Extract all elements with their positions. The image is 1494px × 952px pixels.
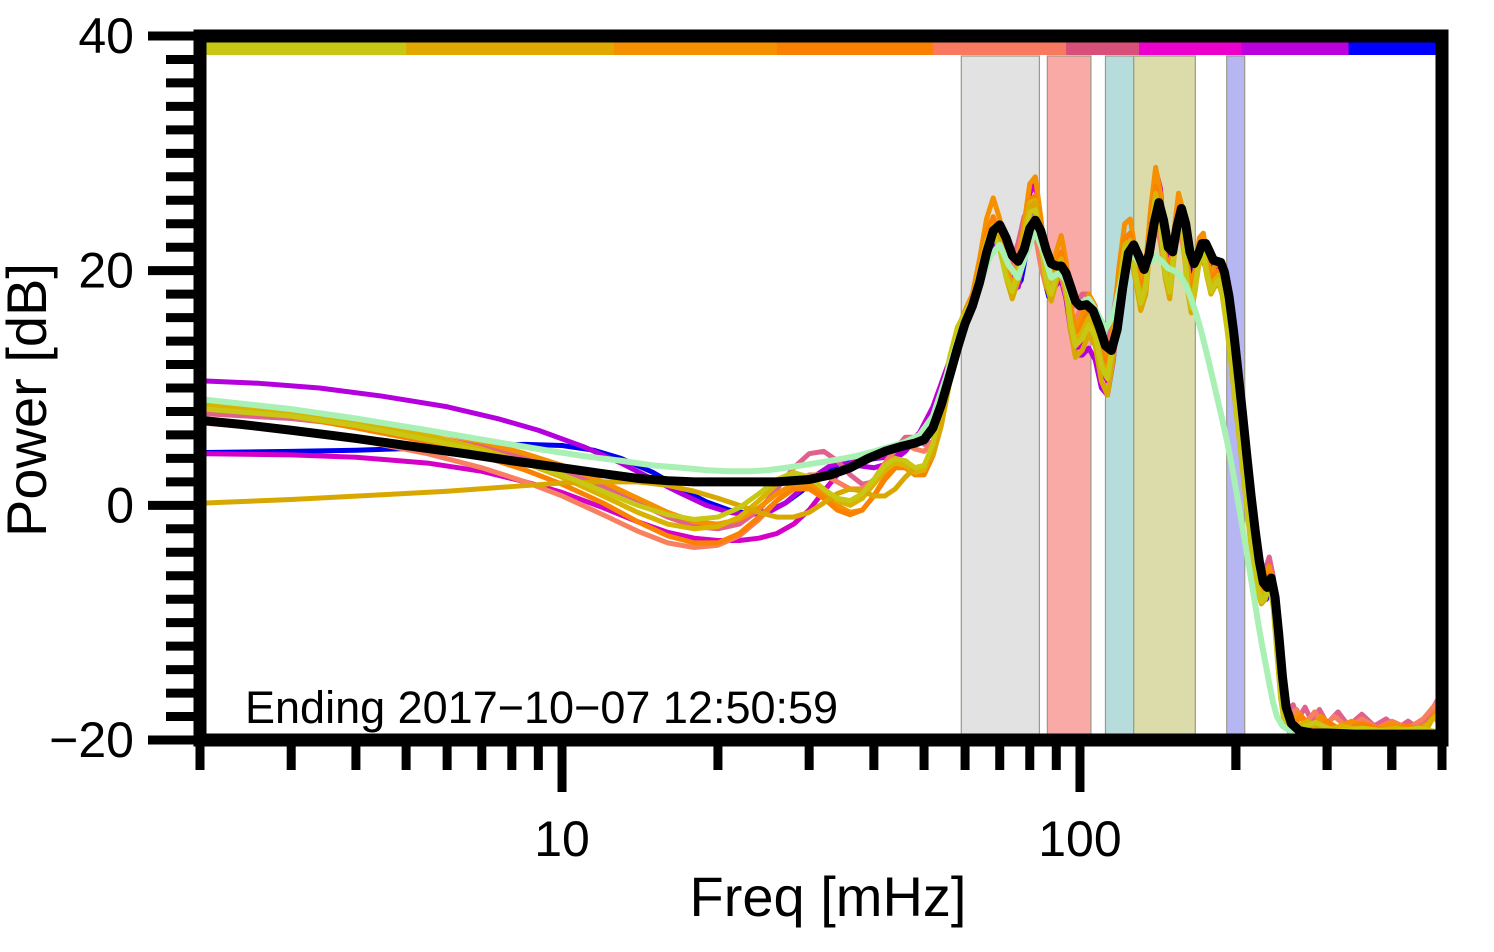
series-mean <box>201 198 1442 739</box>
x-axis-label: Freq [mHz] <box>690 865 967 928</box>
y-axis-label: Power [dB] <box>0 263 58 537</box>
axis-ticks <box>148 31 1447 792</box>
x-tick-label-10: 10 <box>534 811 590 867</box>
colorbar <box>205 41 1443 55</box>
band-gray <box>960 55 1041 741</box>
colorbar-segment-0 <box>205 41 407 55</box>
ending-timestamp-annotation: Ending 2017−10−07 12:50:59 <box>245 682 838 733</box>
band-khaki <box>1133 55 1196 741</box>
colorbar-segment-1 <box>406 41 615 55</box>
x-tick-label-100: 100 <box>1038 811 1121 867</box>
colorbar-segment-4 <box>932 41 1067 55</box>
colorbar-segment-8 <box>1348 41 1443 55</box>
y-tick-label-0: 0 <box>106 477 134 533</box>
y-tick-label-40: 40 <box>78 8 134 64</box>
colorbar-segment-3 <box>776 41 934 55</box>
band-salmon <box>1046 55 1092 741</box>
series-trace-yellowgreen <box>203 197 1442 735</box>
y-tick-label-20: 20 <box>78 243 134 299</box>
colorbar-segment-2 <box>614 41 778 55</box>
band-teal <box>1104 55 1135 741</box>
y-tick-label-minus20: −20 <box>49 712 134 768</box>
series-group <box>201 164 1442 739</box>
colorbar-segment-6 <box>1138 41 1243 55</box>
colorbar-segment-5 <box>1066 41 1140 55</box>
colorbar-segment-7 <box>1241 41 1350 55</box>
